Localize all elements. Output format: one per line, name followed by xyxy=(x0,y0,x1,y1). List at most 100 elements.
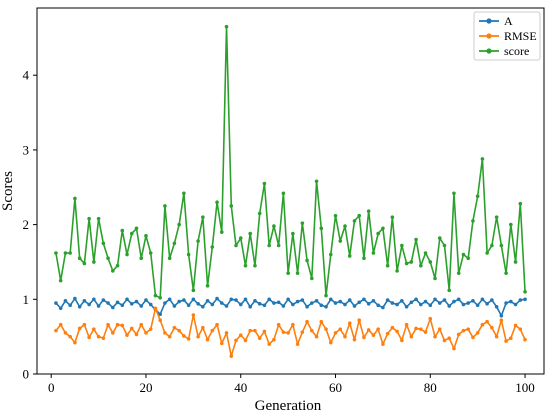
plot-frame xyxy=(36,7,545,375)
data-point xyxy=(305,258,309,263)
data-point xyxy=(68,334,72,339)
data-point xyxy=(428,260,433,264)
legend-label: score xyxy=(504,44,529,58)
data-point xyxy=(423,251,428,255)
data-point xyxy=(96,216,101,221)
data-point xyxy=(82,322,87,327)
data-point xyxy=(352,219,357,223)
data-point xyxy=(58,278,63,283)
series-line xyxy=(55,297,526,317)
data-point xyxy=(456,297,461,302)
data-point xyxy=(186,252,191,257)
data-point xyxy=(243,263,248,268)
data-point xyxy=(409,334,414,339)
legend-swatch-marker xyxy=(486,48,492,54)
data-point xyxy=(238,333,243,337)
data-point xyxy=(139,322,144,327)
data-point xyxy=(101,298,106,302)
data-point xyxy=(96,304,101,308)
data-point xyxy=(357,300,362,305)
data-point xyxy=(490,243,494,248)
data-point xyxy=(54,251,58,255)
data-point xyxy=(111,331,115,335)
data-point xyxy=(390,301,395,305)
data-point xyxy=(201,325,205,330)
data-point xyxy=(144,234,148,238)
data-point xyxy=(314,179,319,184)
data-point xyxy=(314,299,319,303)
data-point xyxy=(167,334,172,339)
legend-label: RMSE xyxy=(504,29,537,43)
data-point xyxy=(229,354,234,358)
data-point xyxy=(115,322,120,327)
data-point xyxy=(414,297,418,302)
data-point xyxy=(371,299,376,303)
data-point xyxy=(63,331,68,335)
data-point xyxy=(96,334,101,339)
data-point xyxy=(509,299,513,304)
data-point xyxy=(73,196,77,201)
data-point xyxy=(163,204,167,208)
data-point xyxy=(129,301,134,306)
data-point xyxy=(257,301,262,306)
data-point xyxy=(485,319,489,324)
data-point xyxy=(362,335,366,340)
data-point xyxy=(523,297,527,302)
data-point xyxy=(196,301,200,306)
data-point xyxy=(182,298,186,302)
data-point xyxy=(447,304,452,308)
data-point xyxy=(485,251,489,255)
x-tick-label: 40 xyxy=(234,380,247,395)
data-point xyxy=(305,304,309,309)
data-point xyxy=(196,334,200,339)
data-point xyxy=(305,319,309,324)
series-score xyxy=(54,24,527,300)
y-tick-label: 3 xyxy=(23,142,30,157)
data-point xyxy=(437,301,442,305)
data-point xyxy=(385,298,390,302)
data-point xyxy=(248,231,253,236)
data-point xyxy=(352,304,357,308)
data-point xyxy=(504,339,508,343)
data-point xyxy=(513,323,518,328)
data-point xyxy=(281,304,286,308)
data-point xyxy=(338,299,343,304)
data-point xyxy=(310,276,314,281)
data-point xyxy=(219,230,224,234)
data-point xyxy=(243,297,248,302)
data-point xyxy=(139,256,144,261)
x-tick-label: 20 xyxy=(139,380,152,395)
data-point xyxy=(414,326,418,331)
data-point xyxy=(115,263,120,268)
data-point xyxy=(409,300,414,305)
data-point xyxy=(224,304,229,308)
data-point xyxy=(238,302,243,307)
data-point xyxy=(276,322,281,327)
data-point xyxy=(148,327,153,331)
data-point xyxy=(310,328,314,333)
data-point xyxy=(366,209,371,213)
data-point xyxy=(182,334,186,338)
data-point xyxy=(362,297,366,302)
data-point xyxy=(106,322,110,327)
data-point xyxy=(343,302,347,307)
data-point xyxy=(115,300,120,305)
data-point xyxy=(518,298,523,302)
data-point xyxy=(238,236,243,240)
data-point xyxy=(106,301,110,305)
data-point xyxy=(92,260,96,264)
data-point xyxy=(144,298,148,302)
data-point xyxy=(58,306,63,311)
data-point xyxy=(82,299,87,303)
data-point xyxy=(499,318,504,323)
data-point xyxy=(466,327,470,331)
data-point xyxy=(466,256,470,261)
data-point xyxy=(518,327,523,331)
data-point xyxy=(182,191,186,196)
data-point xyxy=(101,241,106,246)
data-point xyxy=(471,299,475,303)
data-point xyxy=(328,252,333,257)
data-point xyxy=(475,331,480,335)
data-point xyxy=(191,297,196,302)
